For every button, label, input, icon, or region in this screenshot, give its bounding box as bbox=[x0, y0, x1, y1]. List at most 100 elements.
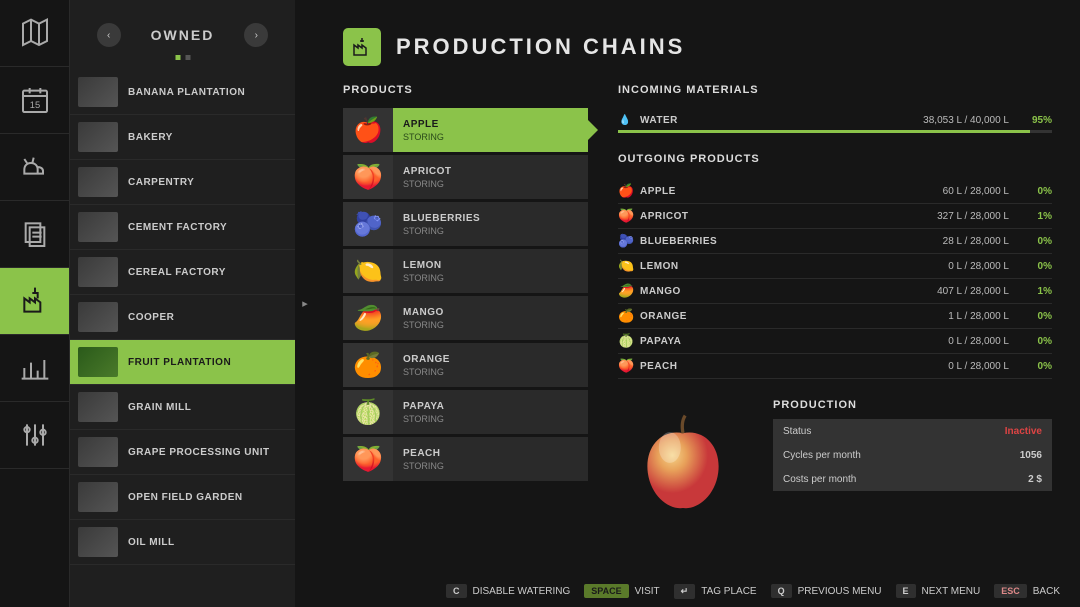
product-icon: 🍑 bbox=[343, 437, 393, 481]
incoming-list: 💧WATER38,053 L / 40,000 L95% bbox=[618, 110, 1052, 141]
product-icon: 🫐 bbox=[343, 202, 393, 246]
page-title: PRODUCTION CHAINS bbox=[396, 34, 685, 60]
material-name: PEACH bbox=[640, 361, 940, 372]
building-item[interactable]: BAKERY bbox=[70, 115, 295, 160]
product-item[interactable]: 🍑 APRICOT STORING bbox=[343, 155, 588, 199]
hotkey-group[interactable]: CDISABLE WATERING bbox=[446, 584, 570, 598]
building-item[interactable]: GRAIN MILL bbox=[70, 385, 295, 430]
building-item[interactable]: OPEN FIELD GARDEN bbox=[70, 475, 295, 520]
production-value: 2 $ bbox=[1028, 474, 1042, 485]
production-label: Costs per month bbox=[783, 474, 856, 485]
nav-map[interactable] bbox=[0, 0, 69, 67]
product-item[interactable]: 🍋 LEMON STORING bbox=[343, 249, 588, 293]
product-status: STORING bbox=[403, 132, 444, 142]
products-title: PRODUCTS bbox=[343, 84, 588, 96]
material-icon: 🍑 bbox=[618, 208, 632, 224]
svg-text:15: 15 bbox=[29, 100, 39, 110]
building-label: BANANA PLANTATION bbox=[128, 87, 245, 98]
material-pct: 0% bbox=[1017, 336, 1052, 347]
nav-animals[interactable] bbox=[0, 134, 69, 201]
building-thumb bbox=[78, 347, 118, 377]
material-pct: 1% bbox=[1017, 286, 1052, 297]
building-item[interactable]: CEMENT FACTORY bbox=[70, 205, 295, 250]
product-icon: 🍈 bbox=[343, 390, 393, 434]
material-pct: 0% bbox=[1017, 311, 1052, 322]
outgoing-row: 🍎APPLE60 L / 28,000 L0% bbox=[618, 179, 1052, 204]
building-item[interactable]: CARPENTRY bbox=[70, 160, 295, 205]
production-value: Inactive bbox=[1005, 426, 1042, 437]
product-name: APRICOT bbox=[403, 166, 452, 177]
outgoing-row: 🍑PEACH0 L / 28,000 L0% bbox=[618, 354, 1052, 379]
product-item[interactable]: 🍈PAPAYASTORING bbox=[343, 390, 588, 434]
hotkey-label: PREVIOUS MENU bbox=[798, 586, 882, 597]
hotkey-group[interactable]: Q PREVIOUS MENU bbox=[771, 584, 882, 598]
product-icon: 🍑 bbox=[343, 155, 393, 199]
material-pct: 0% bbox=[1017, 261, 1052, 272]
nav-stats[interactable] bbox=[0, 335, 69, 402]
building-thumb bbox=[78, 302, 118, 332]
product-status: STORING bbox=[403, 226, 480, 236]
production-rows: StatusInactiveCycles per month1056Costs … bbox=[773, 419, 1052, 491]
nav-production[interactable] bbox=[0, 268, 69, 335]
product-name: PAPAYA bbox=[403, 401, 444, 412]
hotkey-group[interactable]: SPACEVISIT bbox=[584, 584, 659, 598]
outgoing-row: 🍊ORANGE1 L / 28,000 L0% bbox=[618, 304, 1052, 329]
building-item[interactable]: CEREAL FACTORY bbox=[70, 250, 295, 295]
product-list: 🍎APPLESTORING🍑APRICOTSTORING🫐BLUEBERRIES… bbox=[343, 108, 588, 481]
building-item[interactable]: GRAPE PROCESSING UNIT bbox=[70, 430, 295, 475]
hotkey-key: Q bbox=[771, 584, 792, 598]
building-item[interactable]: COOPER bbox=[70, 295, 295, 340]
hotkey-key: ↵ bbox=[674, 584, 696, 599]
page-dots bbox=[175, 55, 190, 60]
material-name: ORANGE bbox=[640, 311, 940, 322]
expand-toggle[interactable]: ▸ bbox=[295, 0, 315, 607]
material-value: 1 L / 28,000 L bbox=[948, 311, 1009, 322]
hotkey-label: VISIT bbox=[635, 586, 660, 597]
hotkey-key: C bbox=[446, 584, 467, 598]
product-icon: 🍋 bbox=[343, 249, 393, 293]
nav-documents[interactable] bbox=[0, 201, 69, 268]
outgoing-row: 🍋LEMON0 L / 28,000 L0% bbox=[618, 254, 1052, 279]
hotkey-group[interactable]: ↵TAG PLACE bbox=[674, 584, 757, 599]
material-pct: 0% bbox=[1017, 236, 1052, 247]
building-label: COOPER bbox=[128, 312, 174, 323]
material-value: 407 L / 28,000 L bbox=[937, 286, 1009, 297]
building-item[interactable]: FRUIT PLANTATION bbox=[70, 340, 295, 385]
building-item[interactable]: BANANA PLANTATION bbox=[70, 70, 295, 115]
product-name: MANGO bbox=[403, 307, 444, 318]
material-value: 327 L / 28,000 L bbox=[937, 211, 1009, 222]
product-item[interactable]: 🍑 PEACH STORING bbox=[343, 437, 588, 481]
material-value: 0 L / 28,000 L bbox=[948, 261, 1009, 272]
prev-category-button[interactable]: ‹ bbox=[97, 23, 121, 47]
sidebar-title: OWNED bbox=[151, 27, 215, 43]
building-thumb bbox=[78, 482, 118, 512]
material-pct: 0% bbox=[1017, 186, 1052, 197]
product-name: PEACH bbox=[403, 448, 444, 459]
material-value: 28 L / 28,000 L bbox=[943, 236, 1009, 247]
product-name: APPLE bbox=[403, 119, 444, 130]
building-item[interactable]: OIL MILL bbox=[70, 520, 295, 565]
next-category-button[interactable]: › bbox=[244, 23, 268, 47]
product-status: STORING bbox=[403, 461, 444, 471]
building-thumb bbox=[78, 437, 118, 467]
product-name: LEMON bbox=[403, 260, 444, 271]
material-bar bbox=[618, 130, 1052, 133]
product-icon: 🥭 bbox=[343, 296, 393, 340]
product-icon: 🍎 bbox=[343, 108, 393, 152]
building-thumb bbox=[78, 167, 118, 197]
product-item[interactable]: 🫐BLUEBERRIESSTORING bbox=[343, 202, 588, 246]
nav-calendar[interactable]: 15 bbox=[0, 67, 69, 134]
material-name: BLUEBERRIES bbox=[640, 236, 935, 247]
building-thumb bbox=[78, 257, 118, 287]
building-label: CARPENTRY bbox=[128, 177, 194, 188]
product-item[interactable]: 🍊ORANGESTORING bbox=[343, 343, 588, 387]
product-item[interactable]: 🥭MANGOSTORING bbox=[343, 296, 588, 340]
product-status: STORING bbox=[403, 273, 444, 283]
hotkey-group[interactable]: ENEXT MENU bbox=[896, 584, 981, 598]
hotkey-group[interactable]: ESCBACK bbox=[994, 584, 1060, 598]
product-item[interactable]: 🍎 APPLE STORING bbox=[343, 108, 588, 152]
nav-settings[interactable] bbox=[0, 402, 69, 469]
building-label: GRAPE PROCESSING UNIT bbox=[128, 447, 270, 458]
material-icon: 🫐 bbox=[618, 233, 632, 249]
product-status: STORING bbox=[403, 179, 452, 189]
